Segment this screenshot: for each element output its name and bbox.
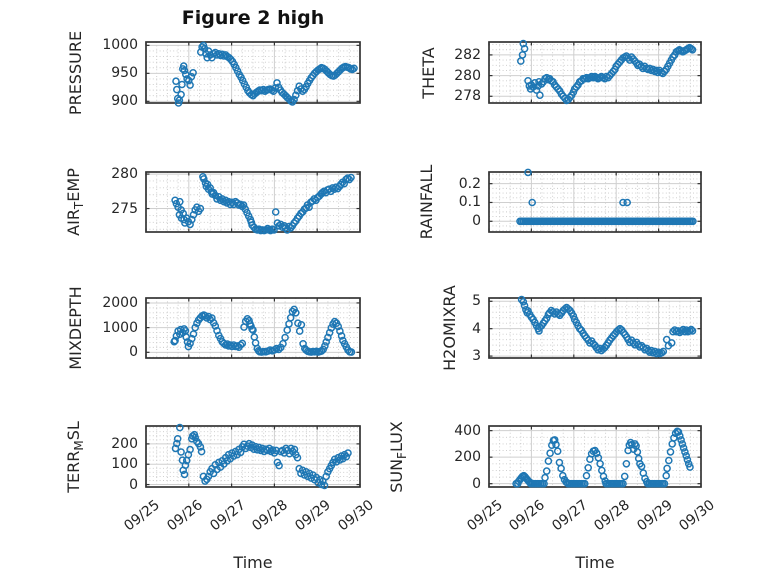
y-tick-label: 280	[454, 67, 481, 84]
ylabel-text: LUX	[387, 420, 406, 452]
figure-title: Figure 2 high	[181, 7, 325, 29]
y-tick-label: 900	[111, 93, 138, 110]
y-tick-label: 200	[454, 449, 481, 466]
y-tick-label: 0	[129, 344, 138, 361]
y-tick-label: 0	[472, 475, 481, 492]
y-tick-label: 0.2	[458, 175, 481, 192]
xlabel-time-right: Time	[575, 553, 615, 572]
y-tick-label: 4	[472, 320, 481, 337]
y-tick-label: 100	[111, 456, 138, 473]
y-tick-label: 275	[111, 200, 138, 217]
ylabel-terr-msl: TERRMSL	[64, 327, 86, 583]
y-tick-label: 282	[454, 46, 481, 63]
y-tick-label: 950	[111, 65, 138, 82]
y-tick-label: 3	[472, 348, 481, 365]
y-tick-label: 5	[472, 293, 481, 310]
y-tick-label: 200	[111, 435, 138, 452]
y-tick-label: 1000	[102, 37, 138, 54]
ylabel-subscript: F	[395, 451, 410, 459]
y-tick-label: 0	[129, 476, 138, 493]
y-tick-label: 280	[111, 166, 138, 183]
y-tick-label: 400	[454, 422, 481, 439]
y-tick-label: 2000	[102, 294, 138, 311]
y-tick-label: 0.1	[458, 194, 481, 211]
ylabel-sun-flux: SUNFLUX	[387, 327, 410, 583]
ylabel-text: SUN	[387, 458, 406, 493]
xlabel-time-left: Time	[233, 553, 273, 572]
y-tick-label: 278	[454, 88, 481, 105]
y-tick-label: 0	[472, 213, 481, 230]
y-tick-label: 1000	[102, 319, 138, 336]
